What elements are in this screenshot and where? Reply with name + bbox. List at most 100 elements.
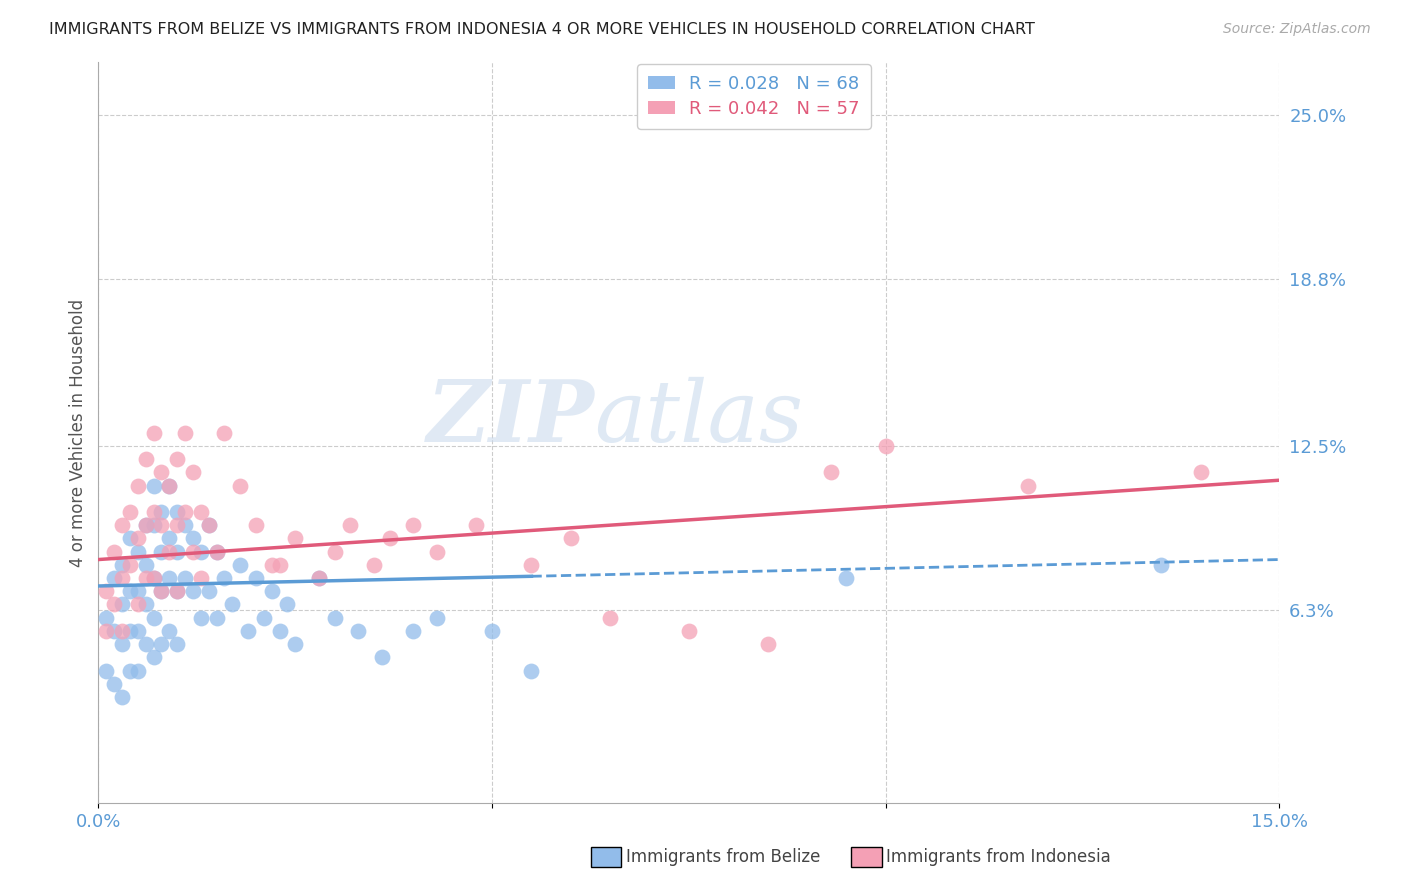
- Point: [142, 478, 165, 492]
- Point: [150, 505, 173, 519]
- Point: [166, 505, 188, 519]
- Point: [1189, 465, 1212, 479]
- Point: [118, 505, 141, 519]
- Point: [560, 532, 582, 546]
- Point: [103, 677, 125, 691]
- Point: [96, 624, 118, 638]
- Point: [174, 425, 197, 440]
- Point: [308, 571, 330, 585]
- Point: [181, 584, 204, 599]
- Point: [323, 544, 346, 558]
- Point: [142, 571, 165, 585]
- Point: [157, 544, 180, 558]
- Point: [142, 650, 165, 665]
- Point: [111, 518, 134, 533]
- Point: [426, 611, 449, 625]
- Point: [111, 624, 134, 638]
- Point: [190, 505, 212, 519]
- Point: [111, 637, 134, 651]
- Point: [678, 624, 700, 638]
- Point: [118, 584, 141, 599]
- Point: [181, 544, 204, 558]
- Point: [118, 532, 141, 546]
- Point: [323, 611, 346, 625]
- Point: [135, 598, 157, 612]
- Point: [378, 532, 401, 546]
- Point: [127, 584, 149, 599]
- Point: [135, 452, 157, 467]
- Point: [197, 584, 219, 599]
- Point: [157, 478, 180, 492]
- Point: [157, 478, 180, 492]
- Point: [1150, 558, 1173, 572]
- Point: [181, 465, 204, 479]
- Point: [142, 571, 165, 585]
- Point: [520, 664, 543, 678]
- Point: [166, 584, 188, 599]
- Point: [103, 571, 125, 585]
- Point: [308, 571, 330, 585]
- Point: [150, 544, 173, 558]
- Point: [127, 544, 149, 558]
- Point: [127, 532, 149, 546]
- Text: ZIP: ZIP: [426, 376, 595, 459]
- Point: [135, 558, 157, 572]
- Point: [142, 518, 165, 533]
- Point: [599, 611, 621, 625]
- Point: [756, 637, 779, 651]
- Point: [214, 425, 236, 440]
- Point: [118, 624, 141, 638]
- Point: [166, 452, 188, 467]
- Point: [103, 544, 125, 558]
- Point: [96, 664, 118, 678]
- Point: [157, 532, 180, 546]
- Legend: R = 0.028   N = 68, R = 0.042   N = 57: R = 0.028 N = 68, R = 0.042 N = 57: [637, 64, 870, 129]
- Point: [150, 637, 173, 651]
- Point: [150, 518, 173, 533]
- Point: [835, 571, 858, 585]
- Point: [214, 571, 236, 585]
- Point: [269, 624, 291, 638]
- Point: [229, 478, 252, 492]
- Point: [135, 518, 157, 533]
- Point: [245, 518, 267, 533]
- Point: [127, 664, 149, 678]
- Point: [135, 637, 157, 651]
- Point: [96, 584, 118, 599]
- Point: [118, 664, 141, 678]
- Point: [127, 478, 149, 492]
- Point: [236, 624, 259, 638]
- Point: [875, 439, 897, 453]
- Text: Immigrants from Indonesia: Immigrants from Indonesia: [886, 848, 1111, 866]
- Point: [363, 558, 385, 572]
- Point: [142, 425, 165, 440]
- Point: [142, 505, 165, 519]
- Point: [402, 624, 425, 638]
- Point: [157, 624, 180, 638]
- Point: [150, 584, 173, 599]
- Point: [426, 544, 449, 558]
- Point: [245, 571, 267, 585]
- Point: [157, 571, 180, 585]
- Point: [339, 518, 361, 533]
- Point: [371, 650, 394, 665]
- Point: [276, 598, 298, 612]
- Point: [111, 571, 134, 585]
- Point: [1017, 478, 1039, 492]
- Point: [96, 611, 118, 625]
- Point: [190, 611, 212, 625]
- Point: [135, 518, 157, 533]
- Point: [820, 465, 842, 479]
- Point: [166, 544, 188, 558]
- Point: [269, 558, 291, 572]
- Point: [284, 637, 307, 651]
- Point: [135, 571, 157, 585]
- Point: [111, 598, 134, 612]
- Point: [118, 558, 141, 572]
- Point: [205, 544, 228, 558]
- Point: [111, 690, 134, 704]
- Point: [205, 544, 228, 558]
- Point: [481, 624, 503, 638]
- Point: [174, 571, 197, 585]
- Point: [150, 584, 173, 599]
